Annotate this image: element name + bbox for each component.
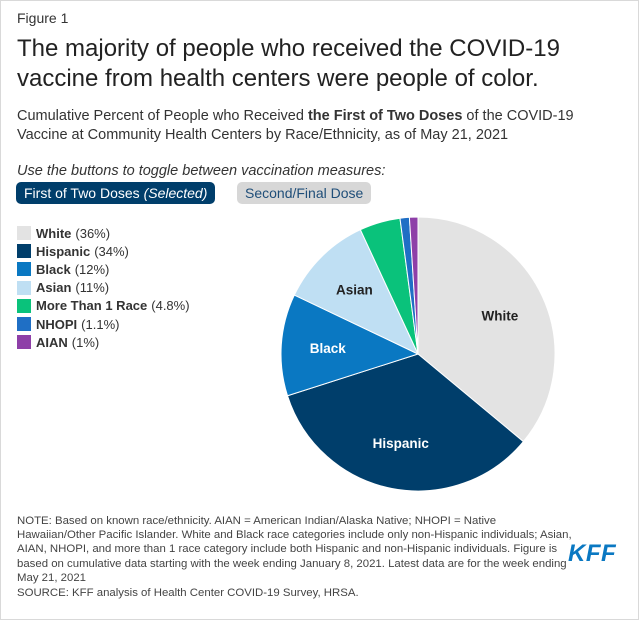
legend-value: (1.1%) — [81, 316, 120, 332]
legend-item: NHOPI (1.1%) — [17, 315, 190, 333]
slice-label: Black — [310, 341, 347, 356]
legend-swatch — [17, 262, 31, 277]
selected-indicator: (Selected) — [143, 185, 208, 201]
legend-item: Black (12%) — [17, 260, 190, 278]
first-dose-button-label: First of Two Doses — [24, 185, 140, 201]
kff-logo: KFF — [568, 540, 617, 567]
slice-label: Asian — [336, 283, 373, 298]
subtitle-bold: the First of Two Doses — [307, 108, 463, 124]
legend-value: (1%) — [71, 334, 100, 350]
subtitle-suffix: of the COVID-19 Vaccine at Community Hea… — [17, 108, 574, 143]
second-dose-button[interactable]: Second/Final Dose — [237, 182, 372, 204]
legend-item: AIAN (1%) — [17, 333, 190, 351]
legend-value: (12%) — [74, 261, 110, 277]
legend-label: More Than 1 Race — [36, 298, 148, 314]
legend-swatch — [17, 244, 31, 259]
legend-item: White (36%) — [17, 224, 190, 242]
legend-value: (34%) — [94, 243, 129, 259]
figure-label: Figure 1 — [17, 10, 69, 26]
pie-slice — [286, 353, 525, 492]
pie-chart: White Hispanic Black Asian — [280, 216, 556, 492]
legend-value: (4.8%) — [151, 298, 190, 314]
legend-label: Hispanic — [36, 243, 91, 259]
pie-slice — [280, 294, 420, 397]
pie-slice — [408, 216, 419, 355]
chart-note: NOTE: Based on known race/ethnicity. AIA… — [17, 515, 572, 584]
legend-label: Asian — [36, 280, 72, 296]
legend-swatch — [17, 317, 31, 332]
toggle-instruction: Use the buttons to toggle between vaccin… — [17, 163, 386, 179]
chart-title: The majority of people who received the … — [17, 35, 560, 92]
legend-label: Black — [36, 261, 71, 277]
pie-slice — [417, 216, 556, 443]
legend-label: NHOPI — [36, 316, 78, 332]
pie-slice — [293, 229, 420, 356]
first-dose-button[interactable]: First of Two Doses (Selected) — [16, 182, 216, 204]
legend-value: (11%) — [75, 280, 110, 296]
legend-label: White — [36, 225, 72, 241]
legend-item: Asian (11%) — [17, 279, 190, 297]
legend-label: AIAN — [36, 334, 68, 350]
chart-subtitle: Cumulative Percent of People who Receive… — [17, 107, 627, 145]
subtitle-prefix: Cumulative Percent of People who Receive… — [17, 108, 308, 124]
legend-item: More Than 1 Race (4.8%) — [17, 297, 190, 315]
slice-label: White — [481, 309, 518, 324]
slice-label: Hispanic — [373, 436, 430, 451]
legend-swatch — [17, 226, 31, 241]
chart-legend: White (36%) Hispanic (34%) Black (12%) Asian (1… — [17, 224, 190, 351]
legend-swatch — [17, 298, 31, 313]
legend-value: (36%) — [75, 225, 111, 241]
legend-swatch — [17, 335, 31, 350]
chart-source: SOURCE: KFF analysis of Health Center CO… — [17, 587, 359, 599]
legend-swatch — [17, 280, 31, 295]
legend-item: Hispanic (34%) — [17, 242, 190, 260]
